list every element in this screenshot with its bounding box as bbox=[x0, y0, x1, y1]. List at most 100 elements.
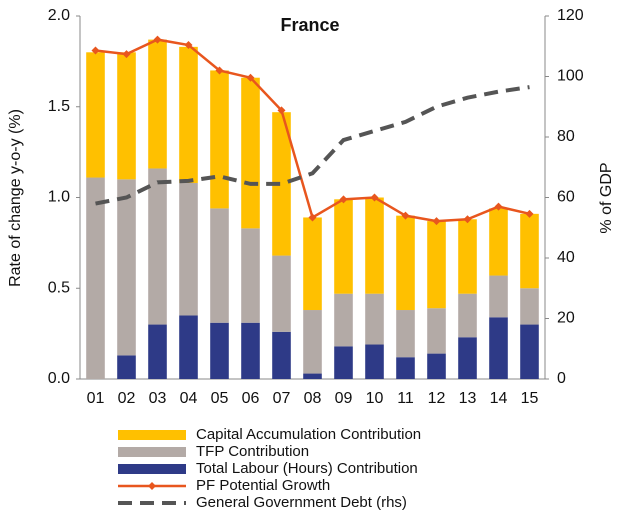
bar-segment bbox=[179, 182, 198, 316]
line-marker bbox=[246, 73, 255, 82]
x-tick-label: 06 bbox=[242, 390, 260, 407]
line-marker bbox=[308, 213, 317, 222]
bar-segment bbox=[210, 322, 229, 379]
bar-segment bbox=[117, 52, 136, 180]
legend-swatch bbox=[118, 447, 186, 457]
y2-axis-label: % of GDP bbox=[598, 162, 615, 233]
legend-marker bbox=[148, 482, 156, 490]
bar-segment bbox=[365, 197, 384, 294]
line-marker bbox=[339, 195, 348, 204]
bar-segment bbox=[303, 373, 322, 379]
x-tick-label: 12 bbox=[428, 390, 446, 407]
bar-segment bbox=[210, 208, 229, 323]
bar-segment bbox=[272, 255, 291, 332]
x-tick-label: 04 bbox=[180, 390, 198, 407]
bar-segment bbox=[117, 355, 136, 379]
y2-tick-label: 120 bbox=[557, 7, 584, 24]
bar-segment bbox=[241, 77, 260, 229]
bar-segment bbox=[489, 208, 508, 276]
bar-segment bbox=[117, 179, 136, 356]
y-axis-label: Rate of change y-o-y (%) bbox=[7, 109, 24, 287]
bar-segment bbox=[489, 275, 508, 318]
x-tick-label: 03 bbox=[149, 390, 167, 407]
bar-segment bbox=[303, 217, 322, 311]
bar-segment bbox=[458, 219, 477, 294]
line-marker bbox=[463, 215, 472, 224]
line-marker bbox=[401, 211, 410, 220]
y-tick-label: 0.0 bbox=[48, 370, 70, 387]
bar-segment bbox=[210, 70, 229, 209]
y2-tick-label: 20 bbox=[557, 310, 575, 327]
x-tick-label: 08 bbox=[304, 390, 322, 407]
bar-segment bbox=[427, 221, 446, 309]
bar-segment bbox=[396, 357, 415, 379]
x-tick-label: 11 bbox=[397, 390, 414, 407]
bar-segment bbox=[148, 168, 167, 325]
y-tick-label: 0.5 bbox=[48, 279, 70, 296]
line-marker bbox=[153, 35, 162, 44]
line-marker bbox=[122, 50, 131, 59]
legend-swatch bbox=[118, 430, 186, 440]
line-marker bbox=[215, 66, 224, 75]
line-marker bbox=[277, 106, 286, 115]
bar-segment bbox=[365, 344, 384, 379]
line-marker bbox=[370, 193, 379, 202]
bar-segment bbox=[427, 308, 446, 354]
line-marker bbox=[494, 202, 503, 211]
bar-segment bbox=[334, 293, 353, 347]
line-marker bbox=[525, 209, 534, 218]
bar-segment bbox=[458, 337, 477, 379]
y2-tick-label: 80 bbox=[557, 128, 575, 145]
legend-label: Total Labour (Hours) Contribution bbox=[196, 460, 418, 477]
bar-segment bbox=[365, 293, 384, 345]
legend-label: TFP Contribution bbox=[196, 443, 309, 460]
bar-segment bbox=[520, 324, 539, 379]
x-tick-label: 14 bbox=[490, 390, 508, 407]
bar-segment bbox=[86, 177, 105, 379]
legend-label: Capital Accumulation Contribution bbox=[196, 426, 421, 443]
x-tick-label: 13 bbox=[459, 390, 477, 407]
line-marker bbox=[432, 217, 441, 226]
bar-segment bbox=[396, 310, 415, 358]
bar-segment bbox=[334, 199, 353, 294]
x-tick-label: 07 bbox=[273, 390, 291, 407]
y-tick-label: 2.0 bbox=[48, 7, 70, 24]
bar-segment bbox=[427, 353, 446, 379]
bar-segment bbox=[179, 46, 198, 183]
x-tick-label: 10 bbox=[366, 390, 384, 407]
bar-segment bbox=[241, 322, 260, 379]
bar-segment bbox=[520, 288, 539, 325]
bar-segment bbox=[520, 213, 539, 289]
bar-segment bbox=[179, 315, 198, 379]
bar-segment bbox=[334, 346, 353, 379]
bar-segment bbox=[396, 215, 415, 311]
bar-segment bbox=[272, 112, 291, 256]
y2-tick-label: 0 bbox=[557, 370, 566, 387]
y-tick-label: 1.5 bbox=[48, 98, 70, 115]
legend-swatch bbox=[118, 464, 186, 474]
line-marker bbox=[184, 41, 193, 50]
legend-label: General Government Debt (rhs) bbox=[196, 494, 407, 511]
bar-segment bbox=[489, 317, 508, 379]
x-tick-label: 05 bbox=[211, 390, 229, 407]
y-tick-label: 1.0 bbox=[48, 189, 70, 206]
x-tick-label: 09 bbox=[335, 390, 353, 407]
bar-segment bbox=[458, 293, 477, 338]
bar-segment bbox=[303, 310, 322, 374]
line-series bbox=[95, 85, 530, 206]
bar-segment bbox=[86, 52, 105, 178]
bar-segment bbox=[148, 324, 167, 379]
chart-title: France bbox=[280, 15, 339, 35]
x-tick-label: 02 bbox=[118, 390, 136, 407]
legend-label: PF Potential Growth bbox=[196, 477, 330, 494]
y2-tick-label: 60 bbox=[557, 189, 575, 206]
line-marker bbox=[91, 46, 100, 55]
x-tick-label: 01 bbox=[87, 390, 105, 407]
bar-segment bbox=[148, 39, 167, 169]
bar-segment bbox=[241, 228, 260, 323]
y2-tick-label: 100 bbox=[557, 68, 584, 85]
bar-segment bbox=[272, 331, 291, 379]
y2-tick-label: 40 bbox=[557, 249, 575, 266]
